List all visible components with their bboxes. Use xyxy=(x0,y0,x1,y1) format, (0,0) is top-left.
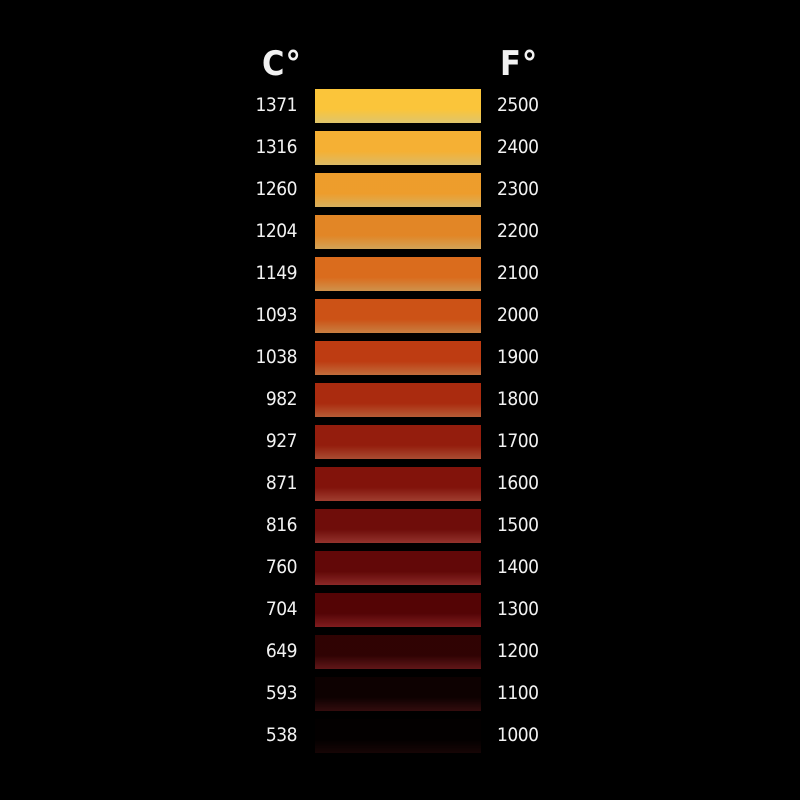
color-swatch xyxy=(315,257,481,291)
color-swatch xyxy=(315,173,481,207)
celsius-label: 760 xyxy=(265,556,298,578)
celsius-label: 1149 xyxy=(255,262,298,284)
fahrenheit-label: 1100 xyxy=(497,682,539,704)
color-swatch xyxy=(315,593,481,627)
fahrenheit-label: 2400 xyxy=(497,136,539,158)
fahrenheit-label: 1600 xyxy=(497,472,539,494)
celsius-label: 982 xyxy=(265,388,298,410)
fahrenheit-label: 2100 xyxy=(497,262,539,284)
color-swatch xyxy=(315,89,481,123)
celsius-label: 816 xyxy=(265,514,298,536)
fahrenheit-label: 1300 xyxy=(497,598,539,620)
color-swatch xyxy=(315,509,481,543)
fahrenheit-label: 2000 xyxy=(497,304,539,326)
color-swatch xyxy=(315,341,481,375)
celsius-label: 593 xyxy=(265,682,298,704)
color-swatch xyxy=(315,467,481,501)
color-swatch xyxy=(315,425,481,459)
fahrenheit-header: F° xyxy=(500,44,539,84)
color-swatch xyxy=(315,635,481,669)
color-swatch xyxy=(315,383,481,417)
fahrenheit-label: 2500 xyxy=(497,94,539,116)
celsius-label: 538 xyxy=(265,724,298,746)
fahrenheit-label: 2200 xyxy=(497,220,539,242)
fahrenheit-label: 1400 xyxy=(497,556,539,578)
color-swatch xyxy=(315,719,481,753)
celsius-label: 1316 xyxy=(255,136,298,158)
fahrenheit-label: 1700 xyxy=(497,430,539,452)
color-swatch xyxy=(315,551,481,585)
celsius-label: 1204 xyxy=(255,220,298,242)
color-swatch xyxy=(315,131,481,165)
color-swatch xyxy=(315,299,481,333)
celsius-label: 1260 xyxy=(255,178,298,200)
color-swatch xyxy=(315,677,481,711)
fahrenheit-label: 1000 xyxy=(497,724,539,746)
fahrenheit-label: 1500 xyxy=(497,514,539,536)
celsius-label: 871 xyxy=(265,472,298,494)
celsius-label: 1038 xyxy=(255,346,298,368)
celsius-label: 649 xyxy=(265,640,298,662)
fahrenheit-label: 1200 xyxy=(497,640,539,662)
celsius-label: 704 xyxy=(265,598,298,620)
celsius-header: C° xyxy=(262,44,302,84)
fahrenheit-label: 1900 xyxy=(497,346,539,368)
color-swatch xyxy=(315,215,481,249)
fahrenheit-label: 2300 xyxy=(497,178,539,200)
celsius-label: 1093 xyxy=(255,304,298,326)
celsius-label: 927 xyxy=(265,430,298,452)
fahrenheit-label: 1800 xyxy=(497,388,539,410)
celsius-label: 1371 xyxy=(255,94,298,116)
